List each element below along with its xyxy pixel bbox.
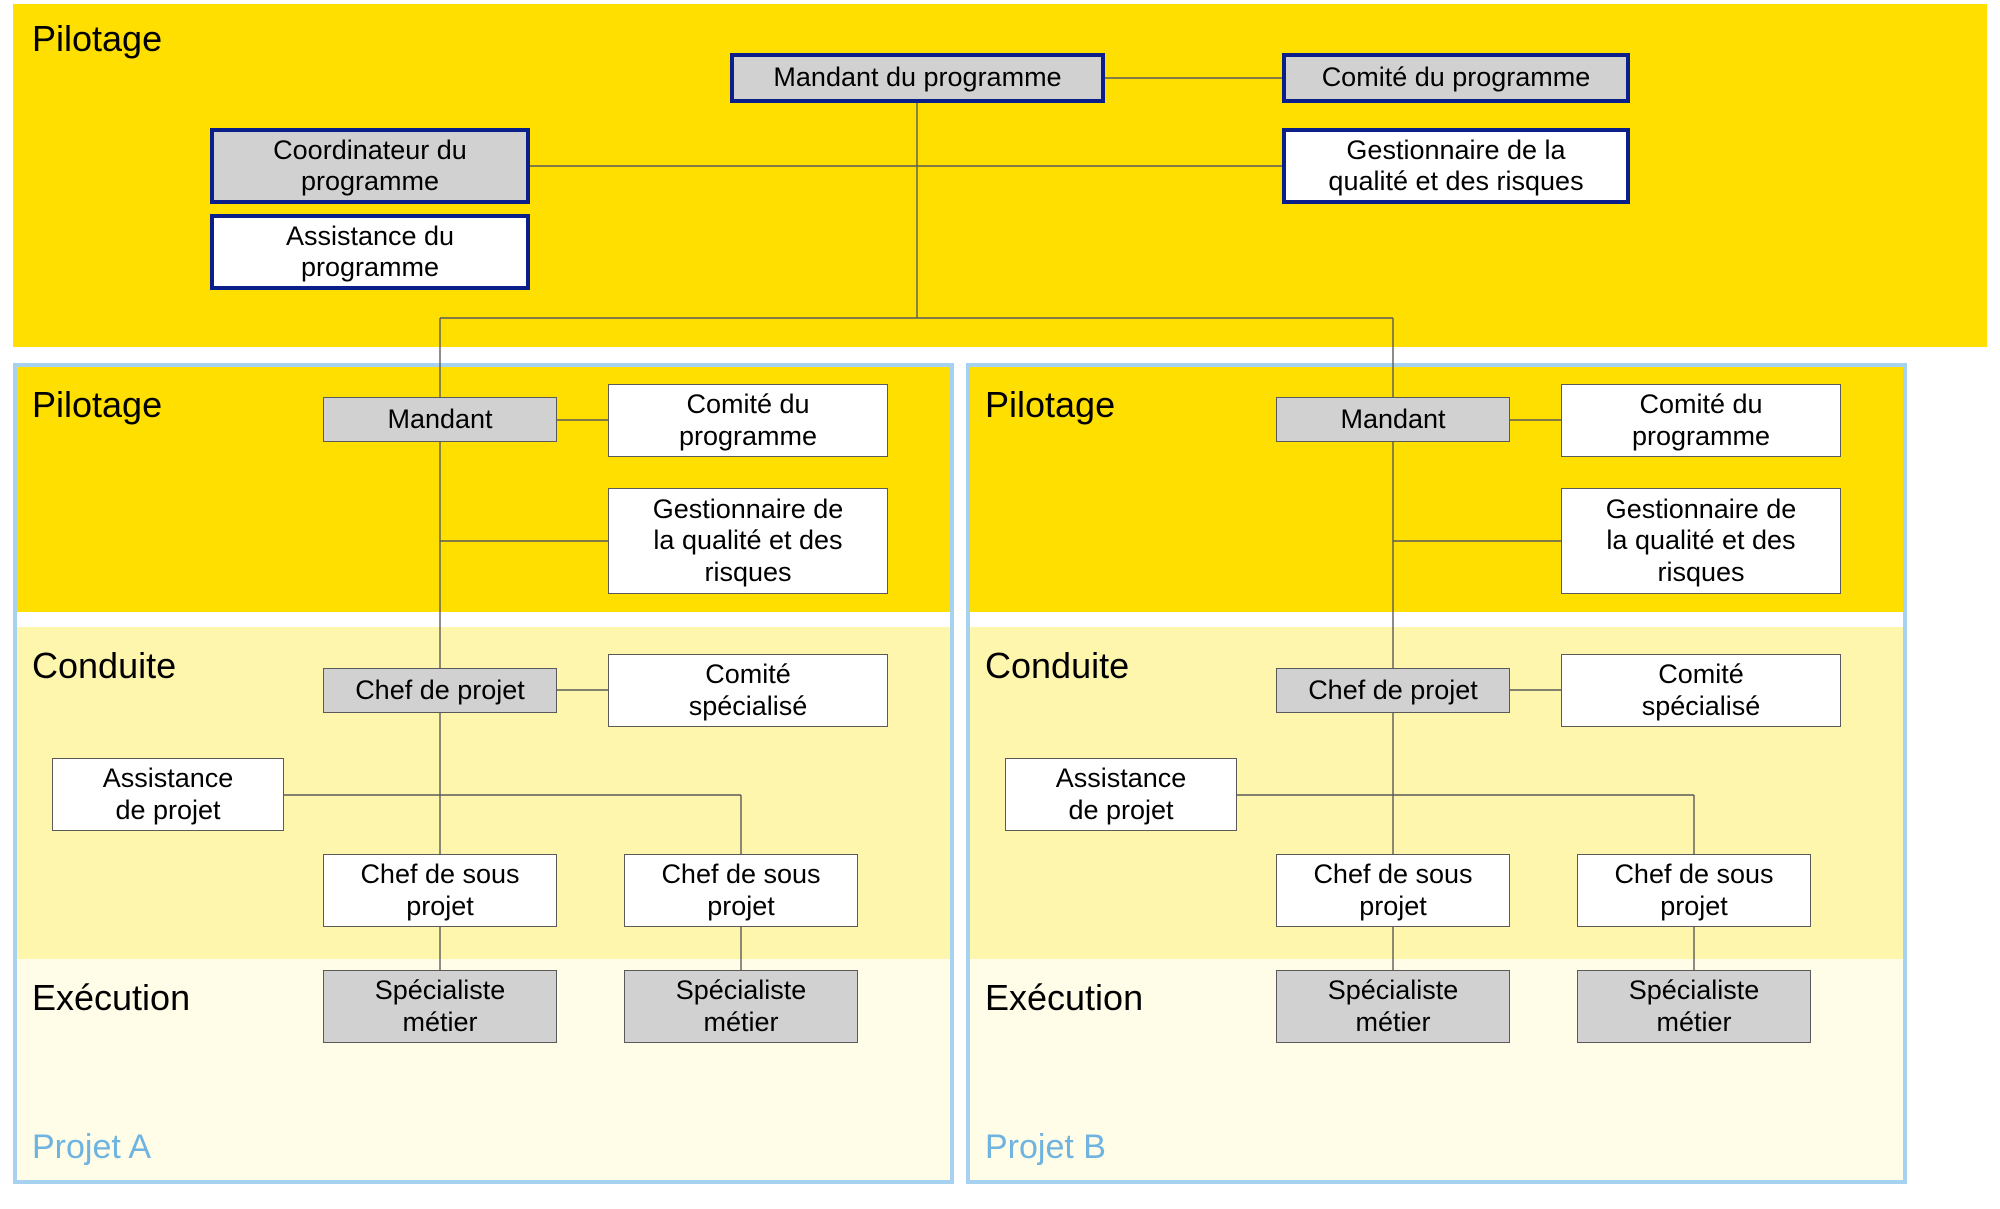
box-label: Chef de projet [1308,675,1478,706]
lbl-projA: Projet A [32,1128,151,1167]
lbl-B-conduite: Conduite [985,645,1129,687]
box-label: Gestionnaire de la qualité et des risque… [1328,135,1583,197]
box-label: Comité du programme [679,389,817,451]
box-B-spec1: Spécialiste métier [1276,970,1510,1043]
lbl-B-exec: Exécution [985,977,1143,1019]
lbl-A-conduite: Conduite [32,645,176,687]
box-A-spec1: Spécialiste métier [323,970,557,1043]
box-B-spec2: Spécialiste métier [1577,970,1811,1043]
lbl-prog-pilotage: Pilotage [32,18,162,60]
lbl-B-pilotage: Pilotage [985,384,1115,426]
box-B-comite: Comité du programme [1561,384,1841,457]
box-label: Chef de sous projet [661,859,820,921]
box-B-comspec: Comité spécialisé [1561,654,1841,727]
box-label: Gestionnaire de la qualité et des risque… [1606,494,1797,587]
box-A-mandant: Mandant [323,397,557,442]
box-B-assist: Assistance de projet [1005,758,1237,831]
box-label: Chef de sous projet [360,859,519,921]
box-label: Coordinateur du programme [273,135,467,197]
box-A-comite: Comité du programme [608,384,888,457]
box-label: Comité du programme [1632,389,1770,451]
box-prog-mandant: Mandant du programme [730,53,1105,103]
box-prog-coord: Coordinateur du programme [210,128,530,204]
box-label: Spécialiste métier [1629,975,1760,1037]
box-label: Chef de sous projet [1614,859,1773,921]
box-A-assist: Assistance de projet [52,758,284,831]
box-label: Comité du programme [1322,62,1591,93]
box-B-gest: Gestionnaire de la qualité et des risque… [1561,488,1841,594]
box-B-mandant: Mandant [1276,397,1510,442]
box-A-sub2: Chef de sous projet [624,854,858,927]
box-label: Spécialiste métier [1328,975,1459,1037]
box-label: Chef de sous projet [1313,859,1472,921]
box-label: Comité spécialisé [689,659,808,721]
lbl-projB: Projet B [985,1128,1106,1167]
box-A-comspec: Comité spécialisé [608,654,888,727]
box-prog-comite: Comité du programme [1282,53,1630,103]
lbl-A-pilotage: Pilotage [32,384,162,426]
box-label: Assistance de projet [103,763,234,825]
box-label: Mandant [387,404,492,435]
lbl-A-exec: Exécution [32,977,190,1019]
box-A-gest: Gestionnaire de la qualité et des risque… [608,488,888,594]
box-B-sub2: Chef de sous projet [1577,854,1811,927]
box-label: Mandant du programme [773,62,1061,93]
box-B-sub1: Chef de sous projet [1276,854,1510,927]
box-label: Spécialiste métier [375,975,506,1037]
org-chart-stage: Mandant du programme Comité du programme C… [0,0,2000,1209]
box-A-sub1: Chef de sous projet [323,854,557,927]
box-label: Chef de projet [355,675,525,706]
box-A-chef: Chef de projet [323,668,557,713]
box-label: Comité spécialisé [1642,659,1761,721]
box-B-chef: Chef de projet [1276,668,1510,713]
box-label: Gestionnaire de la qualité et des risque… [653,494,844,587]
box-prog-assist: Assistance du programme [210,214,530,290]
box-label: Spécialiste métier [676,975,807,1037]
box-label: Assistance du programme [286,221,454,283]
box-label: Assistance de projet [1056,763,1187,825]
box-label: Mandant [1340,404,1445,435]
box-prog-gest: Gestionnaire de la qualité et des risque… [1282,128,1630,204]
box-A-spec2: Spécialiste métier [624,970,858,1043]
